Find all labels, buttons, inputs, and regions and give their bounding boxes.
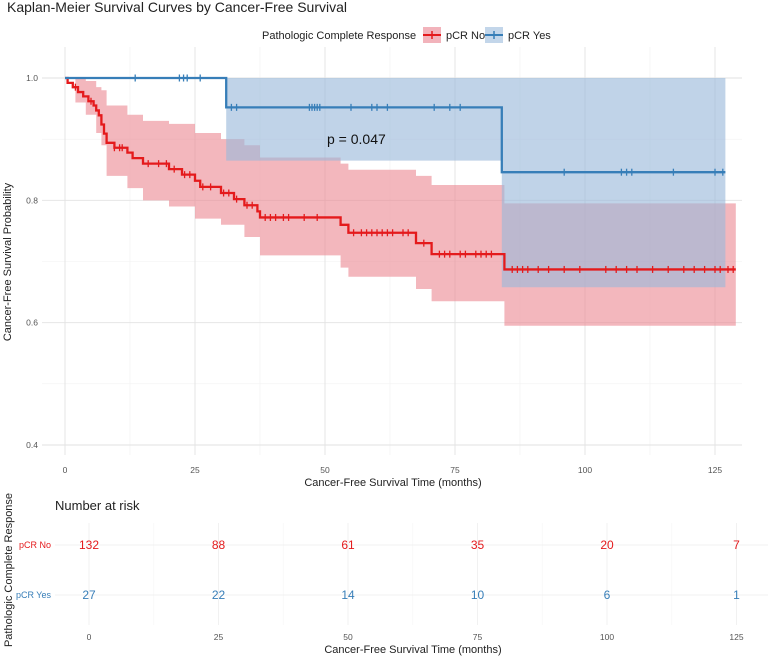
risk-x-tick-label: 75 [473, 632, 483, 642]
survival-curves [65, 76, 736, 271]
legend-entry-pcr-yes: pCR Yes [485, 27, 551, 43]
censor-marks [74, 74, 734, 273]
risk-row-label-pcr-yes: pCR Yes [16, 590, 52, 600]
y-tick-label: 0.6 [26, 318, 38, 328]
risk-x-tick-label: 25 [214, 632, 224, 642]
x-tick-label: 0 [63, 465, 68, 475]
legend-title: Pathologic Complete Response [262, 30, 416, 42]
y-tick-label: 0.4 [26, 440, 38, 450]
y-tick-label: 1.0 [26, 73, 38, 83]
legend-entry-pcr-no: pCR No [423, 27, 485, 43]
risk-count-pcr-yes: 27 [82, 588, 96, 602]
risk-count-pcr-yes: 22 [212, 588, 226, 602]
risk-table-y-label: Pathologic Complete Response [3, 493, 15, 647]
axis-ticks: 0 25 50 75 100 125 0.4 0.6 0.8 1.0 [26, 73, 722, 475]
risk-table-title: Number at risk [55, 498, 140, 513]
x-axis-label: Cancer-Free Survival Time (months) [304, 477, 481, 489]
x-tick-label: 125 [708, 465, 722, 475]
survival-plot: 0 25 50 75 100 125 0.4 0.6 0.8 1.0 p = 0.047 Canc… [2, 47, 742, 489]
risk-row-label-pcr-no: pCR No [19, 540, 51, 550]
risk-count-pcr-no: 35 [471, 538, 485, 552]
p-value-annotation: p = 0.047 [327, 131, 386, 147]
survival-curve-pcr-no [65, 76, 736, 271]
legend: Pathologic Complete Response pCR No pCR … [262, 27, 551, 43]
risk-table: Number at risk 0 25 50 75 100 125 pCR No 132 88 6… [3, 493, 768, 656]
risk-count-pcr-yes: 10 [471, 588, 485, 602]
x-tick-label: 75 [450, 465, 460, 475]
x-tick-label: 100 [578, 465, 592, 475]
risk-x-tick-label: 125 [729, 632, 743, 642]
risk-count-pcr-no: 88 [212, 538, 226, 552]
risk-count-pcr-yes: 6 [604, 588, 611, 602]
risk-count-pcr-yes: 1 [733, 588, 740, 602]
risk-count-pcr-no: 20 [600, 538, 614, 552]
y-axis-label: Cancer-Free Survival Probability [2, 182, 14, 341]
risk-count-pcr-yes: 14 [341, 588, 355, 602]
risk-x-tick-label: 0 [87, 632, 92, 642]
risk-count-pcr-no: 61 [341, 538, 355, 552]
risk-x-tick-label: 50 [343, 632, 353, 642]
legend-label-pcr-no: pCR No [446, 30, 485, 42]
confidence-bands [65, 78, 736, 326]
chart-title: Kaplan-Meier Survival Curves by Cancer-F… [7, 0, 347, 15]
risk-table-x-label: Cancer-Free Survival Time (months) [324, 644, 501, 656]
risk-count-pcr-no: 7 [733, 538, 740, 552]
risk-x-tick-label: 100 [600, 632, 614, 642]
survival-curve-pcr-yes [65, 76, 726, 174]
x-tick-label: 50 [320, 465, 330, 475]
y-tick-label: 0.8 [26, 195, 38, 205]
ci-band-pcr-yes [65, 78, 726, 288]
x-tick-label: 25 [190, 465, 200, 475]
legend-label-pcr-yes: pCR Yes [508, 30, 551, 42]
risk-table-grid [55, 523, 768, 625]
risk-count-pcr-no: 132 [79, 538, 99, 552]
